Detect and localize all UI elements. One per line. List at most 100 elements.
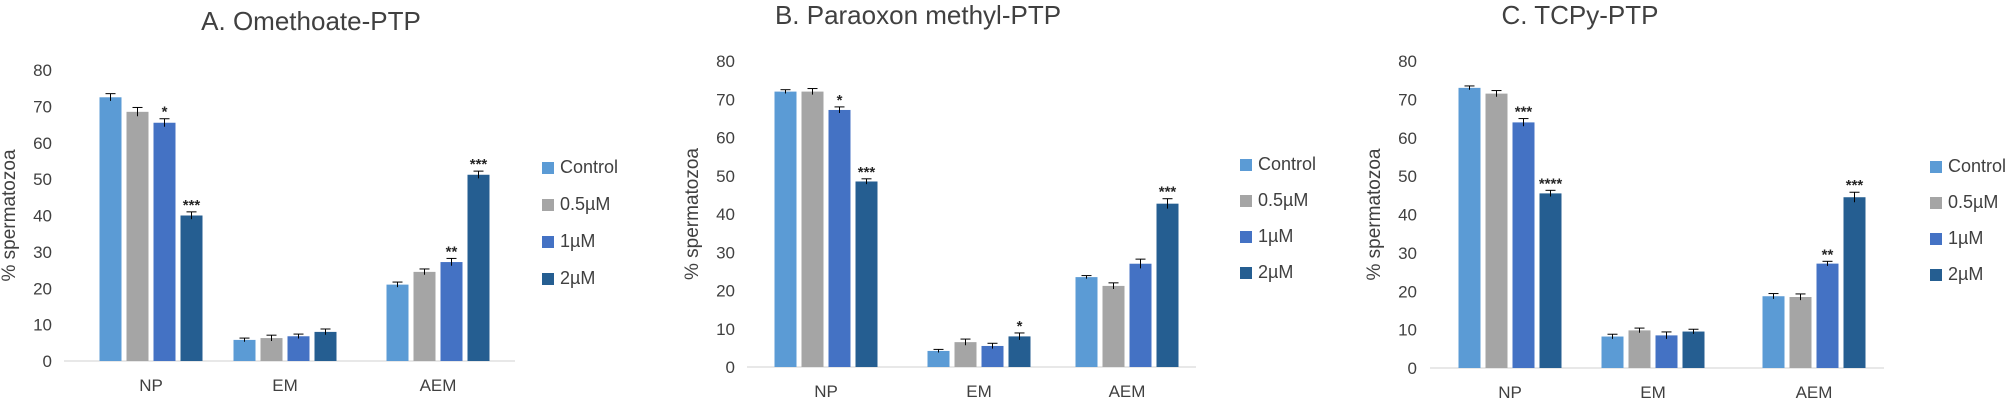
y-axis-title: % spermatozoa — [1364, 148, 1385, 280]
bar — [1816, 263, 1839, 368]
bar — [1628, 330, 1651, 368]
x-category-label: AEM — [1109, 382, 1146, 401]
legend-item: 1µM — [1930, 228, 1983, 248]
legend-label: Control — [1258, 154, 1316, 174]
bar — [260, 338, 283, 361]
legend-label: Control — [1948, 156, 2005, 176]
y-tick-label: 50 — [33, 170, 52, 189]
y-tick-label: 20 — [1398, 282, 1417, 301]
significance-label: *** — [470, 156, 488, 173]
y-tick-label: 70 — [1398, 90, 1417, 109]
y-tick-label: 20 — [33, 279, 52, 298]
y-tick-label: 10 — [1398, 321, 1417, 340]
legend-item: Control — [1930, 156, 2005, 176]
chart-panel-3: C. TCPy-PTP % spermatozoa 0 10 20 30 40 50 60 70 8… — [1364, 0, 2005, 402]
legend-swatch — [1930, 269, 1942, 281]
bar — [1789, 297, 1812, 368]
legend-swatch — [1240, 195, 1252, 207]
y-tick-label: 0 — [1408, 359, 1417, 378]
legend-swatch — [1930, 197, 1942, 209]
x-category-label: NP — [1498, 383, 1522, 402]
bar — [1512, 122, 1535, 369]
legend-swatch — [542, 199, 554, 211]
legend-label: Control — [560, 157, 618, 177]
bar — [1485, 93, 1508, 369]
significance-label: * — [1017, 318, 1023, 335]
y-tick-label: 50 — [1398, 167, 1417, 186]
x-category-label: EM — [966, 382, 992, 401]
bar — [467, 174, 490, 361]
legend-item: Control — [1240, 154, 1316, 174]
legend-item: 0.5µM — [1930, 192, 1998, 212]
y-tick-label: 60 — [1398, 129, 1417, 148]
significance-label: * — [162, 104, 168, 121]
y-tick-label: 20 — [716, 282, 735, 301]
x-category-label: NP — [139, 376, 163, 395]
legend-label: 0.5µM — [560, 194, 610, 214]
legend-label: 1µM — [560, 231, 595, 251]
bar — [413, 271, 436, 361]
bar — [954, 342, 977, 367]
legend-swatch — [1240, 231, 1252, 243]
legend-item: 1µM — [1240, 226, 1293, 246]
significance-label: *** — [858, 164, 876, 181]
bar — [1075, 277, 1098, 367]
legend-item: 0.5µM — [1240, 190, 1308, 210]
y-tick-label: 80 — [1398, 52, 1417, 71]
y-tick-label: 50 — [716, 167, 735, 186]
y-tick-label: 0 — [726, 358, 735, 377]
x-category-label: EM — [1640, 383, 1666, 402]
legend-label: 2µM — [1258, 262, 1293, 282]
bar — [927, 350, 950, 367]
bar — [1102, 285, 1125, 367]
bar — [233, 339, 256, 361]
bar — [153, 122, 176, 362]
legend-swatch — [542, 273, 554, 285]
significance-label: *** — [1159, 184, 1177, 201]
y-tick-label: 30 — [716, 243, 735, 262]
bar — [314, 331, 337, 361]
legend-label: 0.5µM — [1948, 192, 1998, 212]
y-tick-label: 0 — [43, 352, 52, 371]
chart-panel-1: A. Omethoate-PTP % spermatozoa 0 10 20 30 40 50… — [0, 6, 618, 395]
y-tick-label: 10 — [33, 316, 52, 335]
significance-label: ** — [1822, 246, 1834, 263]
bar — [386, 284, 409, 361]
legend-swatch — [542, 236, 554, 248]
legend-swatch — [1930, 161, 1942, 173]
significance-label: ** — [446, 243, 458, 260]
legend-label: 1µM — [1948, 228, 1983, 248]
legend-item: 2µM — [542, 268, 595, 288]
bar — [1682, 331, 1705, 368]
y-tick-label: 10 — [716, 320, 735, 339]
legend-label: 2µM — [560, 268, 595, 288]
y-tick-label: 30 — [1398, 244, 1417, 263]
bar — [180, 215, 203, 361]
significance-label: *** — [1846, 177, 1864, 194]
y-axis-title: % spermatozoa — [682, 148, 703, 280]
legend-swatch — [1240, 267, 1252, 279]
bar — [99, 97, 122, 361]
y-tick-label: 80 — [33, 61, 52, 80]
chart-title: A. Omethoate-PTP — [201, 6, 421, 36]
significance-label: *** — [1515, 104, 1533, 121]
bar — [440, 262, 463, 361]
legend-item: 1µM — [542, 231, 595, 251]
y-tick-label: 60 — [716, 129, 735, 148]
chart-title: B. Paraoxon methyl-PTP — [775, 0, 1061, 30]
legend-item: 2µM — [1240, 262, 1293, 282]
bar — [828, 109, 851, 368]
legend-item: 2µM — [1930, 264, 1983, 284]
y-tick-label: 80 — [716, 52, 735, 71]
significance-label: **** — [1539, 175, 1563, 192]
x-category-label: AEM — [420, 376, 457, 395]
y-tick-label: 40 — [1398, 206, 1417, 225]
bar — [981, 345, 1004, 367]
legend-item: Control — [542, 157, 618, 177]
legend-label: 1µM — [1258, 226, 1293, 246]
bar — [774, 91, 797, 367]
legend-swatch — [1240, 159, 1252, 171]
legend-label: 2µM — [1948, 264, 1983, 284]
y-axis-title: % spermatozoa — [0, 149, 20, 281]
